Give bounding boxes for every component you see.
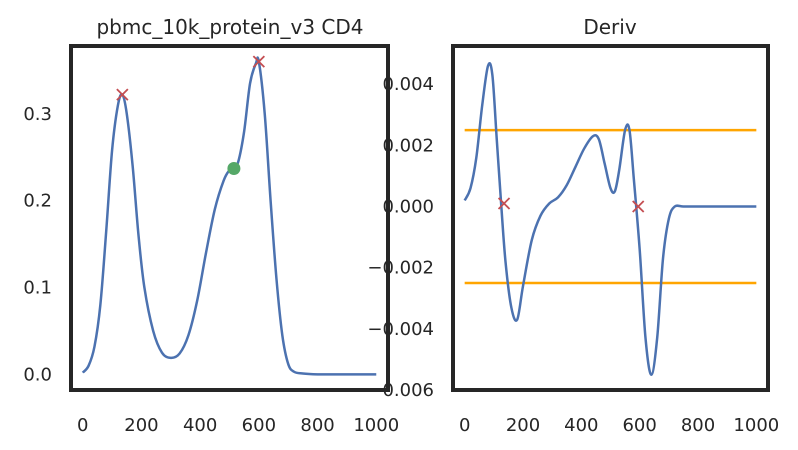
left-y-tick-label: 0.0 xyxy=(23,364,52,385)
left-x-tick-label: 600 xyxy=(242,415,276,436)
left-x-tick-label: 200 xyxy=(124,415,158,436)
left-x-tick-label: 400 xyxy=(183,415,217,436)
left-y-tick-label: 0.1 xyxy=(23,277,52,298)
right-y-tick-label: 0.002 xyxy=(382,135,434,156)
right-x-tick-label: 0 xyxy=(459,415,470,436)
left-x-marker xyxy=(116,88,129,101)
left-panel: pbmc_10k_protein_v3 CD4 0 200 400 600 800 100… xyxy=(23,15,399,436)
right-x-marker xyxy=(497,197,511,210)
right-y-tick-label: −0.002 xyxy=(367,258,434,279)
right-y-tick-label: 0.000 xyxy=(382,197,434,218)
left-x-tick-label: 1000 xyxy=(353,415,399,436)
right-series-line xyxy=(463,62,757,376)
left-y-tick-label: 0.2 xyxy=(23,191,52,212)
left-x-tick-label: 0 xyxy=(77,415,88,436)
right-y-tick-label: −0.004 xyxy=(367,319,434,340)
left-x-marker xyxy=(252,55,265,68)
right-x-tick-label: 400 xyxy=(564,415,598,436)
right-x-tick-label: 800 xyxy=(681,415,715,436)
highlight-point xyxy=(227,161,241,175)
right-x-tick-label: 200 xyxy=(506,415,540,436)
right-x-tick-label: 1000 xyxy=(733,415,779,436)
left-chart-title: pbmc_10k_protein_v3 CD4 xyxy=(96,15,363,39)
left-plot-frame xyxy=(69,44,390,392)
right-x-marker xyxy=(632,200,645,213)
right-chart-title: Deriv xyxy=(583,15,636,39)
right-x-tick-label: 600 xyxy=(622,415,656,436)
right-panel: Deriv 0 200 400 600 800 1000 0.004 0.002 0.000 −0… xyxy=(367,15,779,436)
left-y-tick-label: 0.3 xyxy=(23,104,52,125)
left-x-tick-label: 800 xyxy=(300,415,334,436)
right-y-tick-label: 0.004 xyxy=(382,74,434,95)
right-y-tick-label: −0.006 xyxy=(367,380,434,401)
left-series-line xyxy=(81,56,377,376)
right-plot-frame xyxy=(451,44,770,392)
